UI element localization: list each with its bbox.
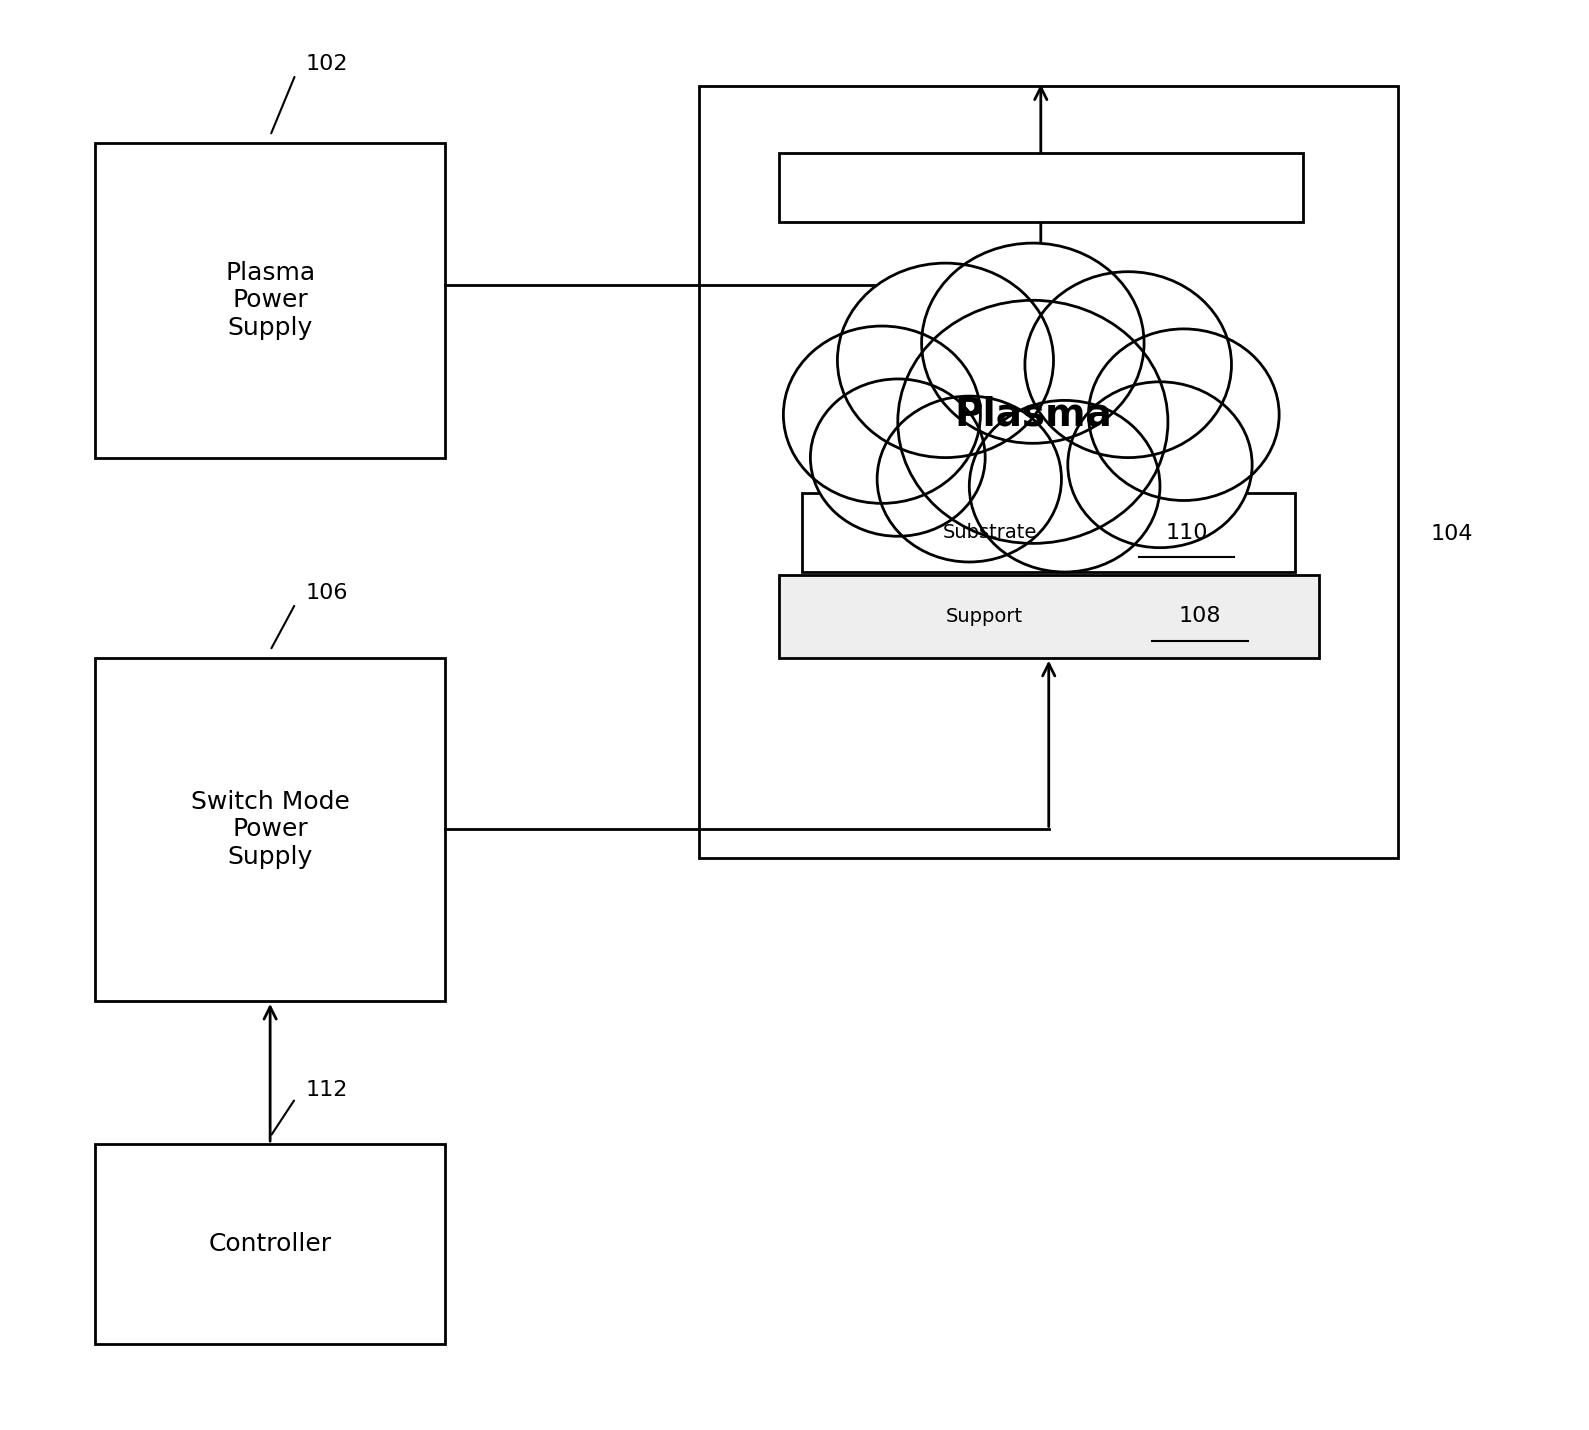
FancyBboxPatch shape (802, 493, 1295, 572)
Text: Switch Mode
Power
Supply: Switch Mode Power Supply (191, 789, 350, 869)
FancyBboxPatch shape (699, 86, 1398, 858)
Circle shape (898, 300, 1168, 543)
Text: 106: 106 (305, 583, 348, 603)
Circle shape (922, 243, 1144, 443)
Circle shape (877, 396, 1061, 562)
FancyBboxPatch shape (95, 143, 445, 458)
Circle shape (837, 263, 1054, 458)
Text: 110: 110 (1165, 523, 1208, 542)
Circle shape (1088, 329, 1279, 500)
Text: Substrate: Substrate (942, 523, 1036, 542)
Text: Controller: Controller (208, 1233, 332, 1256)
Text: Plasma: Plasma (953, 396, 1112, 433)
Text: 112: 112 (305, 1080, 348, 1100)
Circle shape (1068, 382, 1252, 548)
FancyBboxPatch shape (95, 1144, 445, 1344)
Circle shape (783, 326, 980, 503)
FancyBboxPatch shape (95, 658, 445, 1001)
Text: Support: Support (945, 606, 1022, 626)
Text: 102: 102 (305, 54, 348, 74)
Circle shape (969, 400, 1160, 572)
FancyBboxPatch shape (779, 153, 1303, 222)
Text: 108: 108 (1179, 606, 1222, 626)
Circle shape (810, 379, 985, 536)
FancyBboxPatch shape (779, 575, 1319, 658)
Text: 104: 104 (1430, 523, 1473, 543)
Circle shape (1025, 272, 1231, 458)
Text: Plasma
Power
Supply: Plasma Power Supply (226, 260, 315, 340)
